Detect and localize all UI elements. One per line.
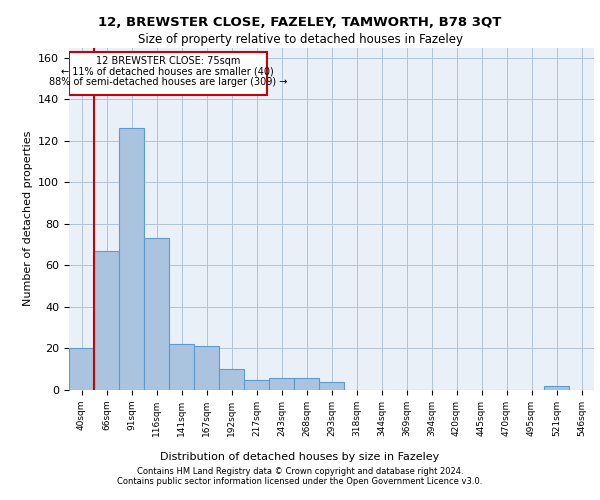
Bar <box>319 382 344 390</box>
Text: ← 11% of detached houses are smaller (40): ← 11% of detached houses are smaller (40… <box>61 66 274 76</box>
Bar <box>119 128 144 390</box>
Bar <box>269 378 294 390</box>
Y-axis label: Number of detached properties: Number of detached properties <box>23 131 32 306</box>
Bar <box>94 251 119 390</box>
Bar <box>169 344 194 390</box>
Text: 12 BREWSTER CLOSE: 75sqm: 12 BREWSTER CLOSE: 75sqm <box>95 56 240 66</box>
Text: Contains HM Land Registry data © Crown copyright and database right 2024.: Contains HM Land Registry data © Crown c… <box>137 467 463 476</box>
Bar <box>244 380 269 390</box>
Bar <box>194 346 219 390</box>
Text: Distribution of detached houses by size in Fazeley: Distribution of detached houses by size … <box>160 452 440 462</box>
Bar <box>144 238 169 390</box>
Text: 12, BREWSTER CLOSE, FAZELEY, TAMWORTH, B78 3QT: 12, BREWSTER CLOSE, FAZELEY, TAMWORTH, B… <box>98 16 502 29</box>
FancyBboxPatch shape <box>69 52 266 95</box>
Bar <box>544 386 569 390</box>
Bar <box>69 348 94 390</box>
Text: Size of property relative to detached houses in Fazeley: Size of property relative to detached ho… <box>137 32 463 46</box>
Bar <box>294 378 319 390</box>
Text: Contains public sector information licensed under the Open Government Licence v3: Contains public sector information licen… <box>118 477 482 486</box>
Bar <box>219 369 244 390</box>
Text: 88% of semi-detached houses are larger (309) →: 88% of semi-detached houses are larger (… <box>49 76 287 86</box>
